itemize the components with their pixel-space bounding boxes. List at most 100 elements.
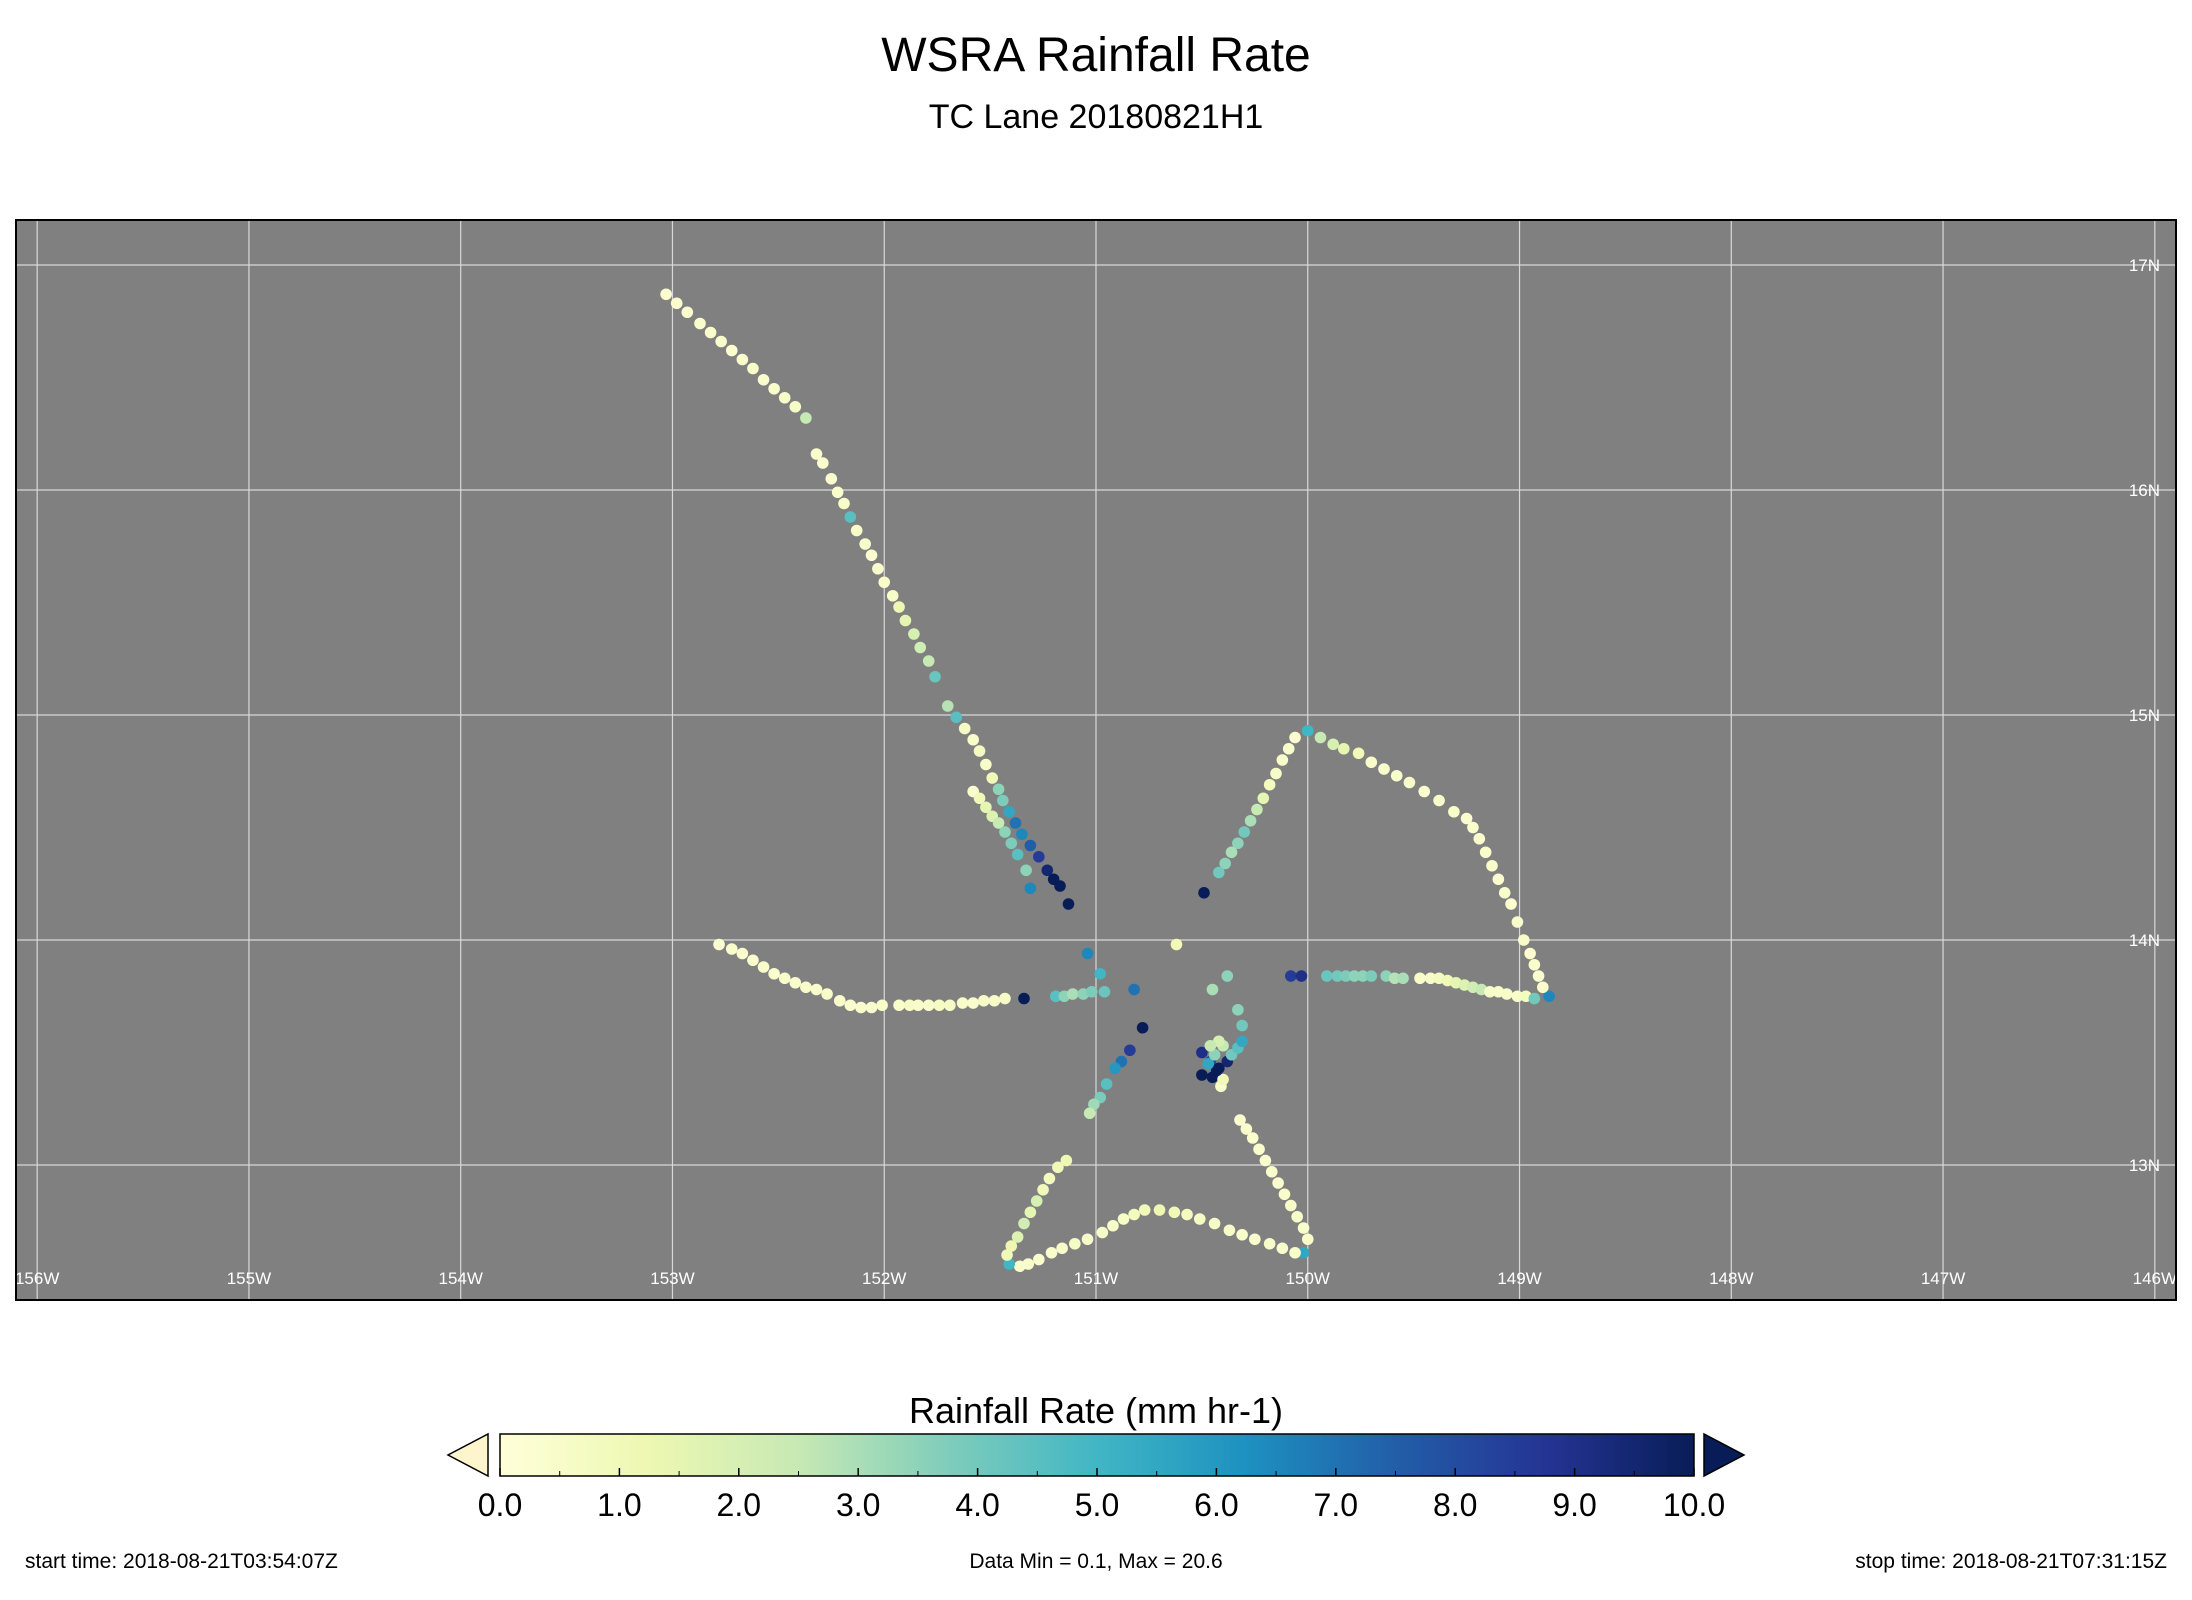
colorbar-over-triangle bbox=[1703, 1432, 1746, 1478]
rain-rate-point bbox=[929, 670, 941, 683]
rain-rate-point bbox=[1282, 742, 1295, 755]
colorbar-label: Rainfall Rate (mm hr-1) bbox=[908, 1390, 1284, 1431]
rain-rate-point bbox=[844, 999, 857, 1012]
rain-rate-point bbox=[1259, 1154, 1272, 1167]
rain-rate-point bbox=[986, 772, 999, 784]
rain-rate-point bbox=[1289, 731, 1301, 744]
rain-rate-point bbox=[736, 947, 749, 960]
rain-rate-point bbox=[1128, 1208, 1140, 1221]
rain-rate-point bbox=[747, 362, 759, 375]
rain-rate-point bbox=[831, 486, 844, 499]
rain-rate-point bbox=[855, 1001, 867, 1014]
rain-rate-point bbox=[1467, 821, 1479, 834]
rain-rate-point bbox=[757, 961, 770, 973]
rain-rate-point bbox=[1066, 988, 1079, 1000]
rain-rate-point bbox=[660, 288, 672, 301]
rain-rate-point bbox=[1314, 731, 1327, 744]
rain-rate-point bbox=[1517, 934, 1530, 946]
lon-tick-label: 151W bbox=[1074, 1269, 1118, 1288]
rain-rate-point bbox=[1498, 886, 1511, 899]
rain-rate-point bbox=[1138, 1204, 1151, 1216]
rain-rate-point bbox=[1030, 1195, 1043, 1207]
rain-rate-point bbox=[1297, 1246, 1310, 1259]
rain-rate-point bbox=[1301, 1233, 1314, 1246]
rain-rate-point bbox=[893, 601, 905, 613]
lat-tick-label: 17N bbox=[2129, 256, 2160, 275]
colorbar-tick-label: 7.0 bbox=[1314, 1487, 1358, 1523]
colorbar: 0.0 1.0 2.0 3.0 4.0 5.0 6.0 7.0 8.0 9.0 10.0 bbox=[446, 1432, 1746, 1523]
rain-rate-point bbox=[1217, 1073, 1229, 1086]
rain-rate-point bbox=[1543, 990, 1555, 1003]
rain-rate-point bbox=[1005, 837, 1018, 850]
rain-rate-point bbox=[1033, 850, 1045, 863]
stop-time: stop time: 2018-08-21T07:31:15Z bbox=[1855, 1550, 2167, 1573]
rain-rate-point bbox=[1321, 970, 1333, 982]
rain-rate-point bbox=[1270, 767, 1282, 780]
lon-tick-label: 156W bbox=[15, 1269, 59, 1288]
rain-rate-point bbox=[1204, 1039, 1217, 1052]
rain-rate-point bbox=[992, 783, 1005, 796]
rain-rate-point bbox=[1276, 754, 1289, 766]
rain-rate-point bbox=[1397, 972, 1409, 985]
rain-rate-point bbox=[1297, 1222, 1310, 1234]
rain-rate-point bbox=[893, 999, 905, 1012]
rain-rate-point bbox=[768, 382, 780, 395]
rain-rate-point bbox=[1263, 1237, 1276, 1250]
rain-rate-point bbox=[1448, 805, 1460, 818]
rain-rate-point bbox=[1193, 1213, 1206, 1225]
gridlines bbox=[16, 220, 2176, 1300]
rain-rate-point bbox=[1505, 898, 1517, 910]
rain-rate-point bbox=[1003, 1258, 1015, 1270]
rain-rate-point bbox=[903, 999, 916, 1012]
rain-rate-point bbox=[988, 994, 1001, 1007]
rain-rate-point bbox=[1011, 848, 1024, 861]
rain-rate-point bbox=[1331, 970, 1344, 982]
rain-rate-point bbox=[1473, 832, 1486, 845]
lon-tick-label: 147W bbox=[1921, 1269, 1965, 1288]
colorbar-tick-label: 3.0 bbox=[836, 1487, 880, 1523]
rain-rate-point bbox=[821, 988, 833, 1000]
rain-rate-point bbox=[865, 549, 878, 562]
rain-rate-point bbox=[1013, 1260, 1026, 1273]
rain-rate-point bbox=[810, 448, 823, 460]
rain-rate-point bbox=[1357, 970, 1369, 982]
rain-rate-point bbox=[1253, 1143, 1265, 1156]
colorbar-tick-label: 1.0 bbox=[597, 1487, 641, 1523]
rain-rate-point bbox=[1069, 1237, 1081, 1250]
rain-rate-point bbox=[1196, 1046, 1208, 1059]
rain-rate-point bbox=[1285, 1199, 1297, 1212]
rain-rate-point bbox=[1236, 1019, 1248, 1032]
rain-rate-point bbox=[1043, 1172, 1056, 1185]
rain-rate-point bbox=[800, 412, 812, 424]
rain-rate-point bbox=[1107, 1219, 1119, 1232]
rain-rate-point bbox=[1378, 763, 1390, 775]
rain-rate-point bbox=[1024, 882, 1037, 895]
lon-tick-label: 149W bbox=[1497, 1269, 1541, 1288]
rain-rate-point bbox=[768, 967, 780, 980]
rain-rate-point bbox=[789, 976, 802, 989]
rain-rate-point bbox=[1202, 1057, 1215, 1070]
rain-rate-point bbox=[1100, 1078, 1113, 1090]
rain-rate-point bbox=[681, 306, 694, 319]
rain-rate-point bbox=[825, 472, 838, 485]
rain-rate-point bbox=[810, 983, 823, 996]
rain-rate-point bbox=[1337, 742, 1350, 755]
rain-rate-point bbox=[1251, 803, 1263, 816]
rain-rate-point bbox=[1301, 724, 1314, 737]
start-time: start time: 2018-08-21T03:54:07Z bbox=[25, 1550, 338, 1573]
rain-rate-point bbox=[886, 589, 899, 602]
rain-rate-point bbox=[908, 628, 920, 640]
rain-rate-point bbox=[1221, 970, 1234, 982]
rain-rate-point bbox=[800, 981, 812, 994]
rain-rate-point bbox=[1003, 805, 1015, 818]
rain-rate-point bbox=[1537, 981, 1549, 994]
rain-rate-point bbox=[1511, 990, 1524, 1003]
rain-rate-point bbox=[1060, 1154, 1073, 1167]
lon-tick-label: 146W bbox=[2133, 1269, 2177, 1288]
rain-rate-point bbox=[922, 655, 935, 667]
rain-rate-point bbox=[1249, 1233, 1261, 1246]
rain-rate-point bbox=[694, 317, 706, 330]
rain-rate-point bbox=[1005, 1240, 1018, 1252]
rain-rate-point bbox=[1033, 1253, 1045, 1266]
